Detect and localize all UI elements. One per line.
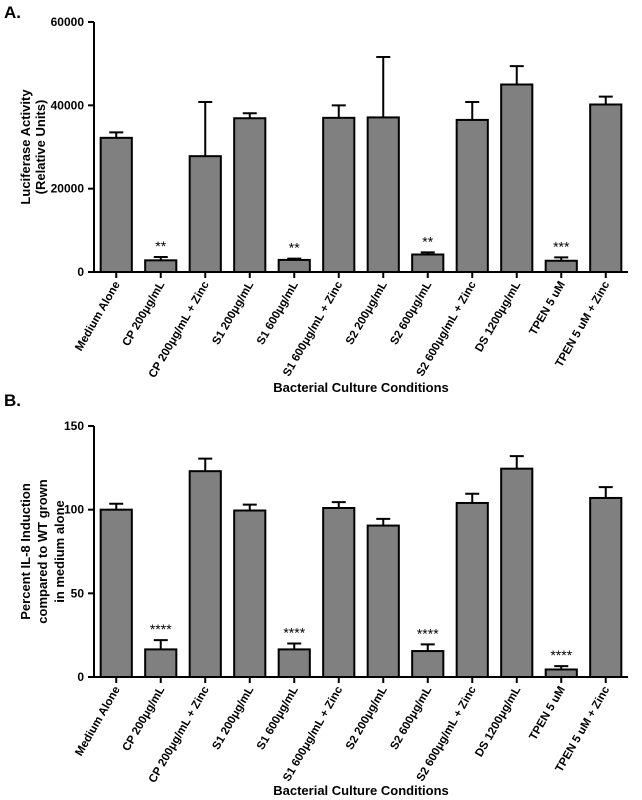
bar (366, 524, 400, 679)
y-tick-label: 50 (71, 586, 85, 600)
error-bar (242, 503, 257, 511)
x-tick-label: S2 600μg/mL (388, 280, 434, 347)
bar (188, 470, 222, 678)
bar (188, 155, 222, 274)
error-bar (198, 101, 213, 157)
error-bar (598, 95, 613, 105)
error-bar (109, 131, 124, 138)
y-axis-title: Percent IL-8 Induction (18, 483, 33, 620)
x-tick-label: S2 600μg/mL (388, 685, 434, 752)
bar (322, 116, 356, 274)
error-bar (465, 492, 480, 503)
y-axis-title: compared to WT grown (35, 479, 50, 624)
x-tick-label: DS 1200μg/mL (473, 280, 523, 355)
significance-marker: ** (422, 233, 433, 249)
panel-label: A. (4, 3, 21, 22)
significance-marker: *** (553, 238, 570, 254)
bar (411, 253, 445, 273)
y-tick-label: 150 (64, 419, 84, 433)
x-tick-label: TPEN 5 uM (527, 280, 567, 338)
bar (277, 648, 311, 679)
error-bar (331, 104, 346, 118)
error-bar (554, 256, 569, 261)
x-tick-label: S2 200μg/mL (344, 685, 390, 752)
bar (366, 116, 400, 273)
y-tick-label: 0 (77, 670, 84, 684)
y-tick-label: 40000 (51, 98, 85, 112)
y-tick-label: 100 (64, 503, 84, 517)
bar (589, 103, 623, 273)
error-bar (376, 517, 391, 526)
significance-marker: ** (155, 238, 166, 254)
error-bar (465, 101, 480, 120)
error-bar (509, 65, 524, 85)
error-bar (420, 251, 435, 255)
error-bar (153, 639, 168, 650)
y-tick-label: 20000 (51, 182, 85, 196)
bar (455, 118, 489, 273)
error-bar (242, 112, 257, 119)
significance-marker: **** (550, 647, 572, 663)
bar (233, 117, 267, 273)
bar (500, 83, 534, 273)
y-tick-label: 0 (77, 265, 84, 279)
x-tick-label: S2 200μg/mL (344, 280, 390, 347)
y-tick-label: 60000 (51, 15, 85, 29)
error-bar (198, 457, 213, 472)
panel-label: B. (4, 391, 21, 410)
significance-marker: ** (289, 240, 300, 256)
significance-marker: **** (150, 621, 172, 637)
error-bar (376, 56, 391, 118)
bar (144, 648, 178, 679)
x-axis-title: Bacterial Culture Conditions (273, 783, 449, 798)
x-tick-label: S1 200μg/mL (210, 685, 256, 752)
x-tick-label: S1 600μg/mL (255, 280, 301, 347)
bar (544, 668, 578, 678)
x-tick-label: S1 200μg/mL (210, 280, 256, 347)
bar (589, 496, 623, 678)
bar (544, 259, 578, 273)
significance-marker: **** (283, 625, 305, 641)
bar (500, 467, 534, 679)
y-axis-title: (Relative Units) (33, 100, 48, 195)
significance-marker: **** (417, 625, 439, 641)
error-bar (598, 486, 613, 498)
error-bar (153, 256, 168, 261)
x-tick-label: S1 600μg/mL (255, 685, 301, 752)
x-tick-label: TPEN 5 uM (527, 685, 567, 743)
x-tick-label: DS 1200μg/mL (473, 685, 523, 760)
error-bar (287, 257, 302, 260)
error-bar (109, 502, 124, 510)
error-bar (509, 455, 524, 469)
chart-panel-a: A. Luciferase Activity (Relative Units) 0 20… (4, 3, 628, 395)
bar (144, 259, 178, 274)
x-axis-title: Bacterial Culture Conditions (273, 380, 449, 395)
x-tick-label: Medium Alone (73, 685, 122, 759)
bar (411, 650, 445, 679)
chart-panel-b: B. Percent IL-8 Induction compared to WT g… (4, 391, 628, 798)
error-bar (554, 665, 569, 670)
error-bar (287, 642, 302, 650)
error-bar (420, 643, 435, 652)
bar (99, 508, 133, 678)
bar (277, 258, 311, 273)
y-axis-title: Luciferase Activity (18, 89, 33, 205)
bar (322, 506, 356, 679)
x-tick-label: CP 200μg/mL (121, 685, 168, 754)
x-tick-label: Medium Alone (73, 280, 122, 354)
y-axis-title: in medium alone (52, 500, 67, 603)
error-bar (331, 501, 346, 508)
bar (455, 501, 489, 678)
x-tick-label: CP 200μg/mL (121, 280, 168, 349)
bar (99, 136, 133, 273)
bar (233, 509, 267, 678)
